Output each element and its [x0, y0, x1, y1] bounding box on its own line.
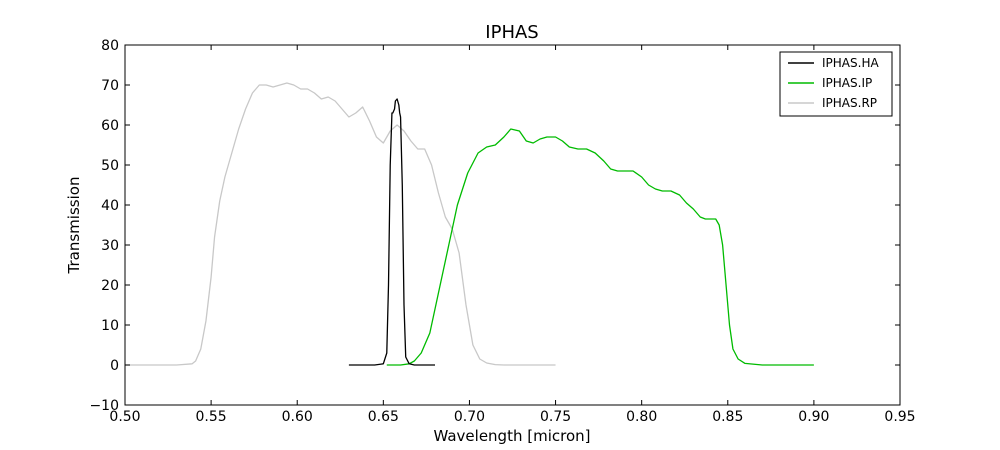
- x-tick-label: 0.70: [454, 409, 485, 425]
- x-tick-label: 0.50: [109, 409, 140, 425]
- y-axis-label: Transmission: [65, 177, 83, 275]
- x-tick-label: 0.55: [196, 409, 227, 425]
- y-tick-label: 60: [101, 118, 119, 134]
- y-tick-label: 70: [101, 78, 119, 94]
- x-tick-label: 0.90: [798, 409, 829, 425]
- series-line-iphas-ip: [386, 128, 814, 366]
- legend: IPHAS.HA IPHAS.IP IPHAS.RP: [779, 51, 893, 117]
- y-tick-label: 10: [101, 318, 119, 334]
- series-line-iphas-ha: [348, 98, 435, 366]
- x-tick-label: 0.65: [368, 409, 399, 425]
- x-tick-label: 0.85: [712, 409, 743, 425]
- y-tick-label: 80: [101, 38, 119, 54]
- legend-label-iphas-rp: IPHAS.RP: [822, 96, 877, 110]
- y-tick-label: −10: [89, 398, 119, 414]
- plot-area: 0.50 0.55 0.60 0.65 0.70 0.75 0.80 0.85 0.90 0.95…: [89, 38, 915, 425]
- x-tick-label: 0.80: [626, 409, 657, 425]
- legend-label-iphas-ip: IPHAS.IP: [822, 76, 872, 90]
- y-tick-label: 30: [101, 238, 119, 254]
- y-tick-label: 20: [101, 278, 119, 294]
- y-tick-label: 50: [101, 158, 119, 174]
- x-axis-label: Wavelength [micron]: [433, 427, 590, 445]
- series-line-iphas-rp: [125, 82, 556, 366]
- plot-frame: [124, 44, 901, 406]
- x-tick-label: 0.60: [282, 409, 313, 425]
- y-tick-label: 0: [110, 358, 119, 374]
- y-tick-label: 40: [101, 198, 119, 214]
- x-tick-label: 0.95: [884, 409, 915, 425]
- x-tick-label: 0.75: [540, 409, 571, 425]
- legend-label-iphas-ha: IPHAS.HA: [822, 56, 879, 70]
- chart-title: IPHAS: [485, 22, 538, 43]
